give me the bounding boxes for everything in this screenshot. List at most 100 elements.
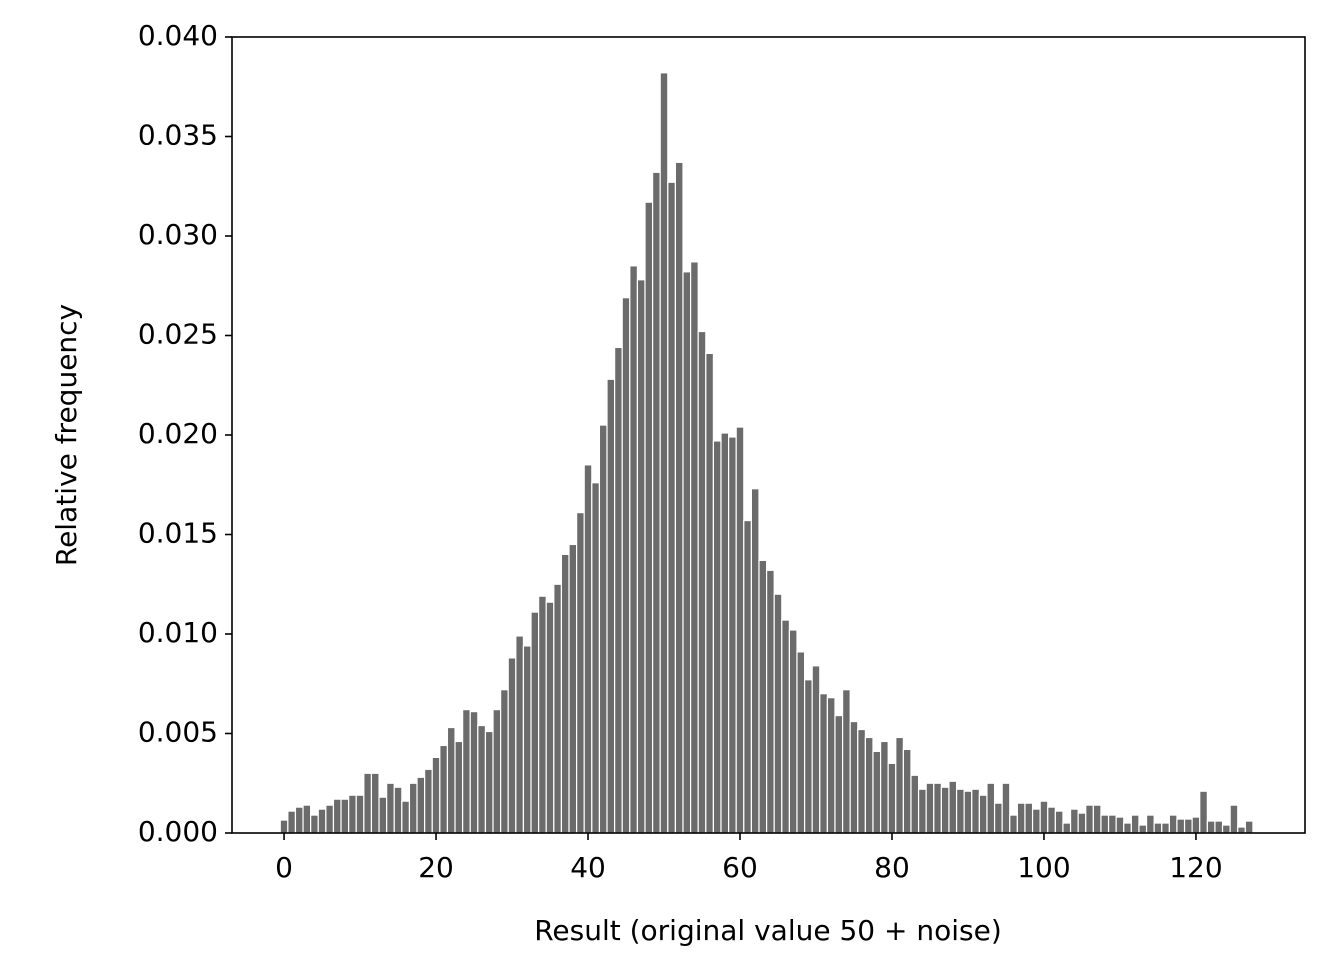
bar bbox=[1199, 790, 1208, 834]
y-tick-label: 0.000 bbox=[138, 815, 218, 848]
bar bbox=[317, 808, 327, 834]
bar bbox=[1054, 810, 1064, 834]
bar bbox=[1130, 814, 1140, 834]
bar bbox=[674, 161, 684, 834]
bar bbox=[1009, 814, 1018, 834]
bar bbox=[1244, 820, 1254, 834]
bar bbox=[568, 543, 578, 834]
bar bbox=[1229, 804, 1239, 834]
bar bbox=[294, 806, 304, 834]
bar bbox=[986, 782, 996, 834]
bar bbox=[705, 352, 715, 834]
bar bbox=[332, 798, 342, 834]
bar bbox=[598, 424, 608, 834]
bar bbox=[1138, 824, 1148, 834]
bar bbox=[849, 720, 859, 834]
y-tick-label: 0.030 bbox=[138, 218, 218, 251]
bar bbox=[1062, 822, 1072, 834]
bar bbox=[826, 697, 836, 834]
bar bbox=[545, 601, 555, 834]
bar bbox=[971, 788, 980, 834]
x-tick-label: 80 bbox=[874, 851, 910, 884]
bar bbox=[614, 346, 623, 834]
bar bbox=[955, 788, 965, 834]
bar bbox=[1085, 804, 1094, 834]
bar bbox=[1107, 814, 1117, 834]
bar bbox=[963, 790, 973, 834]
bar bbox=[393, 786, 403, 834]
bar bbox=[1024, 802, 1034, 834]
y-axis-label: Relative frequency bbox=[50, 304, 83, 566]
bar bbox=[1168, 814, 1178, 834]
y-tick-label: 0.005 bbox=[138, 716, 218, 749]
bar bbox=[644, 201, 654, 834]
y-tick-label: 0.035 bbox=[138, 119, 218, 152]
bar bbox=[302, 804, 312, 834]
bar bbox=[902, 748, 912, 834]
bar bbox=[431, 756, 441, 834]
bar bbox=[758, 559, 768, 834]
bar bbox=[728, 436, 737, 834]
bar bbox=[355, 794, 365, 834]
bar bbox=[1237, 826, 1246, 834]
bar bbox=[811, 665, 821, 834]
bar bbox=[1092, 804, 1102, 834]
bar bbox=[895, 736, 904, 834]
bar bbox=[857, 728, 866, 834]
bar bbox=[287, 810, 297, 834]
x-tick-label: 100 bbox=[1017, 851, 1070, 884]
bar bbox=[1016, 802, 1026, 834]
bar bbox=[735, 426, 745, 834]
bar bbox=[925, 782, 935, 834]
bar bbox=[553, 583, 563, 834]
plot-frame bbox=[231, 36, 1306, 834]
bar bbox=[477, 724, 487, 834]
bar bbox=[803, 679, 813, 834]
bar bbox=[591, 482, 601, 834]
bar bbox=[697, 330, 707, 834]
bar bbox=[948, 780, 958, 834]
bar bbox=[629, 265, 639, 834]
bar bbox=[652, 171, 661, 834]
x-tick-label: 60 bbox=[722, 851, 758, 884]
bar bbox=[386, 782, 395, 834]
bar bbox=[583, 464, 593, 834]
bar bbox=[500, 689, 509, 834]
bar bbox=[819, 693, 828, 834]
bar bbox=[841, 689, 851, 834]
bar bbox=[872, 750, 882, 834]
bar bbox=[887, 762, 897, 834]
bar bbox=[439, 744, 449, 834]
bar bbox=[978, 794, 988, 834]
bar bbox=[667, 181, 677, 834]
bar bbox=[834, 714, 844, 834]
bar bbox=[560, 553, 570, 834]
bar bbox=[348, 794, 357, 834]
bar bbox=[469, 711, 479, 834]
x-tick-label: 120 bbox=[1169, 851, 1222, 884]
bar bbox=[743, 519, 753, 834]
y-tick-label: 0.010 bbox=[138, 616, 218, 649]
x-tick-label: 0 bbox=[275, 851, 293, 884]
bar bbox=[484, 730, 494, 834]
bar bbox=[401, 800, 411, 834]
bar bbox=[576, 512, 585, 834]
bar bbox=[1069, 808, 1079, 834]
bar bbox=[993, 802, 1003, 834]
bar bbox=[1100, 814, 1110, 834]
bar bbox=[363, 772, 373, 834]
bar bbox=[340, 798, 350, 834]
bar bbox=[910, 774, 920, 834]
bar bbox=[1153, 822, 1163, 834]
bar bbox=[1191, 816, 1201, 834]
bar bbox=[606, 378, 616, 834]
x-tick-label: 40 bbox=[570, 851, 606, 884]
bar bbox=[1221, 824, 1231, 834]
bar bbox=[796, 651, 806, 834]
bar bbox=[446, 726, 456, 834]
bar bbox=[279, 819, 289, 834]
bar bbox=[933, 782, 942, 834]
bar bbox=[408, 782, 418, 834]
